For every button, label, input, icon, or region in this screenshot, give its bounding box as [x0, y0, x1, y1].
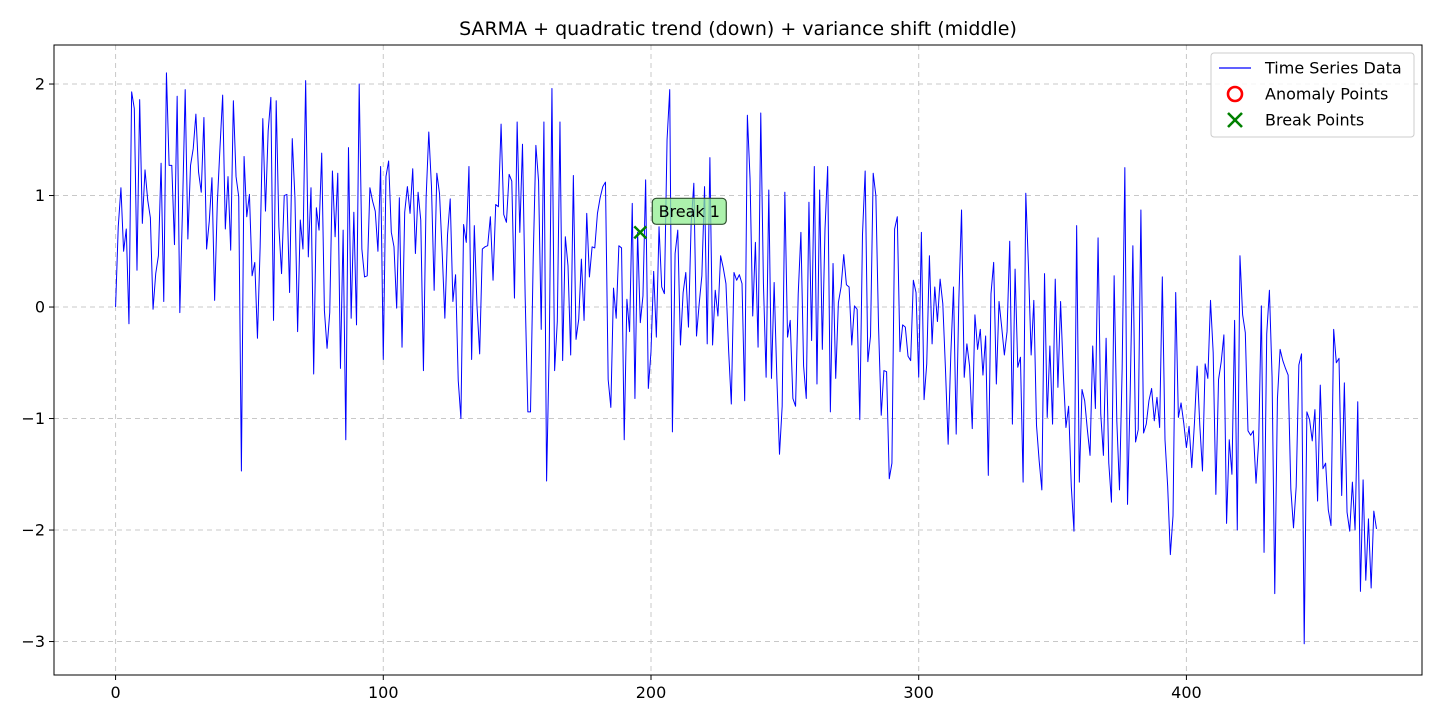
break-markers: Break 1 [633, 197, 727, 240]
x-tick-label: 0 [110, 683, 120, 702]
y-tick-label: 1 [35, 186, 45, 205]
break-annotation-label: Break 1 [659, 202, 720, 221]
x-axis: 0 100 200 300 400 [110, 675, 1202, 702]
legend: Time Series Data Anomaly Points Break Poin… [1210, 52, 1415, 138]
legend-label: Break Points [1265, 111, 1364, 130]
legend-label: Time Series Data [1264, 59, 1402, 78]
legend-box [1210, 52, 1415, 138]
chart-title: SARMA + quadratic trend (down) + varianc… [459, 18, 1017, 40]
x-tick-label: 400 [1171, 683, 1202, 702]
y-tick-label: 0 [35, 298, 45, 317]
break-annotation-box [651, 197, 727, 225]
break-point-marker [633, 225, 648, 240]
grid-lines [54, 45, 1422, 675]
y-tick-label: −2 [21, 521, 45, 540]
legend-item: Time Series Data [1219, 59, 1402, 78]
legend-circle-swatch [1226, 85, 1244, 103]
x-tick-label: 200 [636, 683, 667, 702]
x-tick-label: 100 [368, 683, 399, 702]
series-layer [115, 72, 1377, 645]
y-tick-label: −3 [21, 632, 45, 651]
y-tick-label: −1 [21, 409, 45, 428]
x-tick-label: 300 [903, 683, 934, 702]
y-axis: −3 −2 −1 0 1 2 [21, 75, 54, 651]
series-line [115, 72, 1377, 645]
legend-item: Break Points [1227, 111, 1364, 130]
legend-x-swatch [1227, 112, 1243, 128]
legend-label: Anomaly Points [1265, 85, 1388, 104]
plot-area-frame [53, 44, 1423, 676]
y-tick-label: 2 [35, 75, 45, 94]
legend-item: Anomaly Points [1226, 85, 1388, 104]
